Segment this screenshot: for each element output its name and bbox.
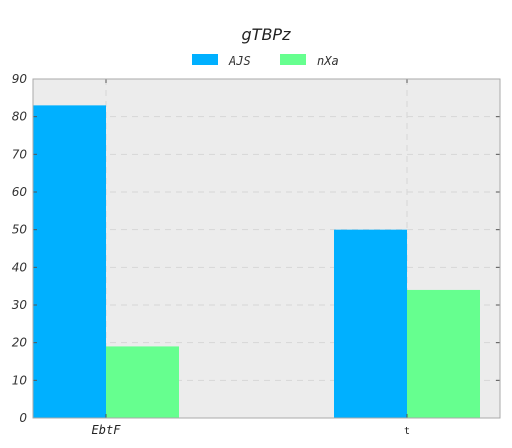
legend-swatch-nxa: [280, 54, 306, 65]
plot-frame: [32, 78, 501, 419]
chart-title: gTBPz: [242, 25, 292, 44]
bar-nxa-t: [407, 289, 480, 418]
bar-ajs-ebtf: [33, 105, 106, 418]
y-tick-label: 40: [12, 260, 28, 274]
bars: [33, 105, 480, 418]
y-tick-label: 10: [12, 373, 28, 387]
bar-nxa-ebtf: [106, 346, 179, 418]
y-tick-label: 90: [12, 72, 28, 86]
x-tick-label: t: [404, 426, 410, 437]
y-tick-label: 0: [19, 411, 27, 425]
legend-label-nxa: nXa: [317, 54, 339, 68]
chart-legend: AJS nXa: [192, 54, 339, 68]
x-axis: EbtF t: [32, 78, 501, 437]
y-axis: 0 10 20 30 40 50 60 70 80 90: [12, 72, 500, 425]
legend-label-ajs: AJS: [228, 54, 251, 68]
y-tick-label: 60: [12, 185, 28, 199]
x-tick-label: EbtF: [92, 423, 122, 437]
legend-swatch-ajs: [192, 54, 218, 65]
bar-ajs-t: [334, 229, 407, 418]
y-tick-label: 70: [12, 147, 28, 161]
y-tick-label: 20: [12, 336, 28, 350]
y-tick-label: 80: [12, 110, 28, 124]
y-tick-label: 50: [12, 223, 28, 237]
y-tick-label: 30: [12, 298, 28, 312]
